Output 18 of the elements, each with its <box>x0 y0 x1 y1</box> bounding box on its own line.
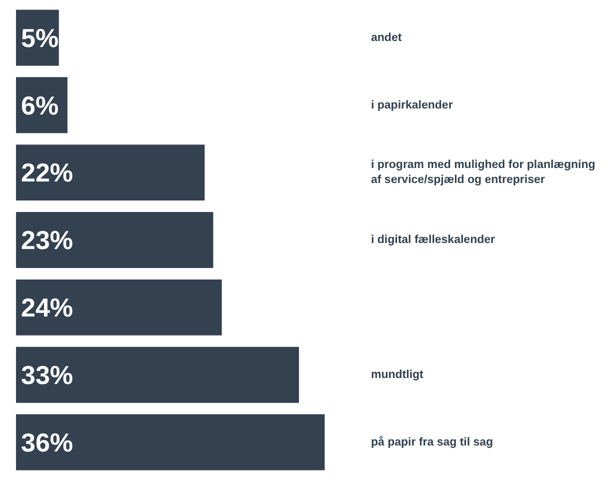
bar <box>16 346 299 403</box>
bar <box>16 414 325 470</box>
data-label: 36% <box>21 427 74 458</box>
bar <box>16 279 222 336</box>
data-label: 5% <box>21 22 59 53</box>
data-label: 22% <box>21 158 74 188</box>
data-label: 23% <box>21 225 74 256</box>
y-tick-label: andet <box>371 32 402 44</box>
bar <box>16 212 214 268</box>
y-tick-label: på papir fra sag til sag <box>371 435 494 448</box>
y-tick-label: i digital fælleskalender <box>371 234 496 246</box>
data-label: 6% <box>21 90 59 120</box>
data-label: 24% <box>21 292 74 323</box>
bar <box>16 144 205 201</box>
y-tick-label: i papirkalender <box>371 99 454 112</box>
y-tick-label: i program med mulighed for planlægning af service/spjæld og entrepriser <box>371 159 596 186</box>
y-tick-label: mundtligt <box>371 369 424 382</box>
data-label: 33% <box>21 360 74 390</box>
